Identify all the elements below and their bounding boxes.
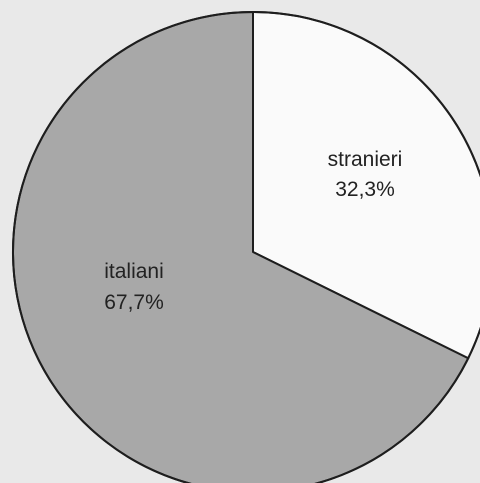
- slice-label-stranieri: stranieri: [328, 148, 403, 171]
- slices-layer: [12, 11, 480, 483]
- pie-outline: [12, 11, 480, 483]
- slice-value-italiani: 67,7%: [104, 291, 164, 314]
- slice-value-stranieri: 32,3%: [335, 178, 395, 201]
- slice-label-italiani: italiani: [104, 260, 164, 283]
